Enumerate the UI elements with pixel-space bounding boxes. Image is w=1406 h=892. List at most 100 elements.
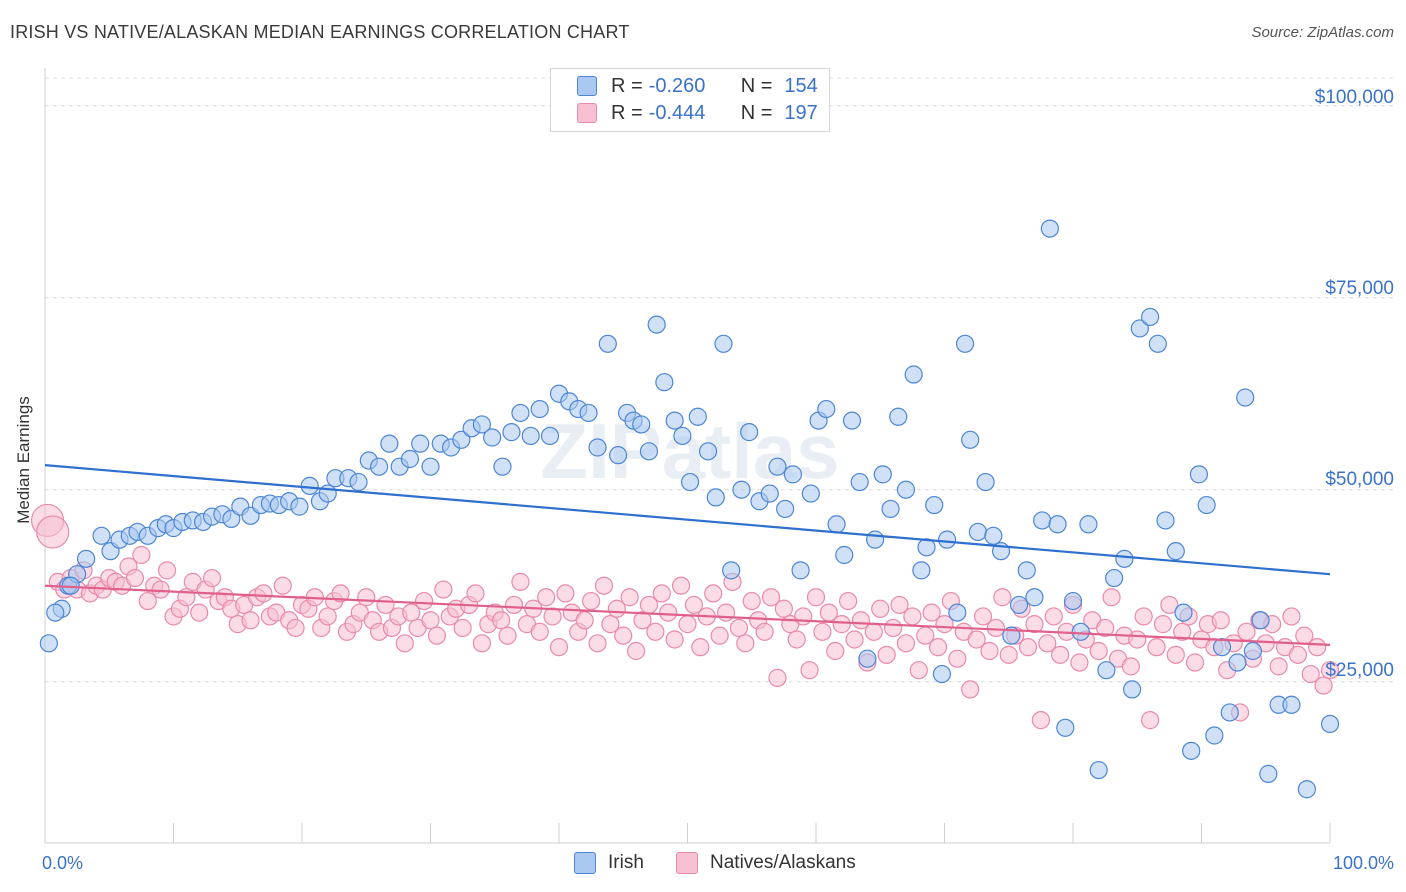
irish-point	[647, 315, 666, 334]
native-alaskan-point	[787, 630, 806, 649]
source-credit: Source: ZipAtlas.com	[1251, 24, 1394, 41]
irish-point	[925, 495, 944, 515]
irish-point	[1033, 511, 1052, 530]
native-alaskan-point	[575, 611, 594, 630]
native-swatch	[577, 103, 597, 123]
irish-point	[680, 472, 700, 492]
native-alaskan-point	[466, 584, 485, 603]
irish-point	[1097, 661, 1116, 680]
irish-point	[1156, 511, 1175, 530]
irish-point	[968, 522, 988, 542]
irish-point	[1123, 680, 1142, 699]
native-alaskan-point	[614, 626, 633, 645]
y-tick-label: $50,000	[1325, 469, 1394, 490]
chart-title: IRISH VS NATIVE/ALASKAN MEDIAN EARNINGS …	[10, 22, 630, 42]
native-alaskan-point	[729, 618, 749, 638]
native-alaskan-point	[761, 588, 781, 607]
irish-point	[1166, 542, 1185, 561]
r-value: -0.260	[648, 74, 706, 97]
native-alaskan-point	[1314, 676, 1333, 695]
correlation-legend: R = -0.260 N = 154 R = -0.444 N = 197	[550, 68, 830, 132]
native-alaskan-point	[755, 622, 774, 641]
axes	[44, 68, 1331, 844]
irish-point	[776, 499, 795, 519]
native-alaskan-point	[742, 591, 761, 611]
native-alaskan-point	[138, 591, 157, 611]
native-alaskan-point	[973, 607, 993, 626]
native-alaskan-point	[1185, 653, 1205, 672]
native-alaskan-point	[948, 649, 967, 668]
native-alaskan-point	[1031, 711, 1050, 730]
native-alaskan-trend-line	[44, 584, 1331, 646]
native-alaskan-point	[864, 622, 883, 641]
native-alaskan-point	[434, 580, 453, 599]
native-alaskan-point	[202, 568, 222, 588]
irish-point	[889, 407, 908, 426]
irish-point	[827, 515, 846, 534]
irish-point	[1079, 515, 1098, 534]
irish-point	[421, 457, 440, 476]
n-value: 154	[784, 74, 818, 97]
native-alaskan-point	[1301, 664, 1320, 684]
native-alaskan-point	[871, 599, 890, 618]
native-alaskan-point	[414, 591, 434, 611]
n-label: N =	[740, 74, 773, 97]
irish-point	[530, 399, 549, 419]
irish-point	[817, 399, 836, 419]
native-alaskan-point	[1121, 657, 1140, 676]
irish-point	[1297, 780, 1316, 799]
irish-point	[801, 484, 820, 503]
irish-point	[1228, 653, 1247, 672]
irish-point	[873, 465, 892, 484]
native-alaskan-point	[1089, 641, 1108, 661]
native-alaskan-point	[318, 607, 337, 626]
n-label: N =	[740, 101, 773, 124]
native-alaskan-point	[1211, 611, 1230, 630]
native-alaskan-point	[504, 595, 524, 615]
native-alaskan-point	[1134, 607, 1153, 626]
irish-point	[1259, 764, 1278, 783]
irish-point	[493, 457, 512, 476]
legend-label: Natives/Alaskans	[710, 852, 856, 873]
native-alaskan-point	[1269, 657, 1288, 676]
native-alaskan-point	[1153, 615, 1173, 634]
irish-point	[917, 538, 936, 557]
native-alaskan-point	[768, 668, 787, 687]
native-alaskan-point	[1102, 588, 1121, 607]
irish-point	[511, 403, 530, 423]
irish-point	[1025, 588, 1044, 607]
native-alaskan-point	[1173, 622, 1192, 641]
native-alaskan-point	[594, 576, 614, 595]
native-alaskan-point	[537, 588, 556, 607]
native-alaskan-point	[273, 576, 292, 595]
native-alaskan-point	[684, 595, 704, 615]
irish-point	[1282, 695, 1301, 714]
native-alaskan-point	[1288, 645, 1307, 664]
native-alaskan-point	[716, 603, 736, 622]
native-alaskan-point	[903, 607, 922, 626]
native-alaskan-point	[498, 626, 517, 645]
irish-point	[598, 334, 617, 353]
irish-point	[92, 526, 111, 545]
native-alaskan-point	[492, 611, 511, 630]
irish-point	[639, 442, 659, 461]
irish-point	[866, 530, 885, 549]
native-alaskan-point	[1166, 645, 1185, 664]
irish-point	[1130, 319, 1149, 338]
native-alaskan-point	[421, 611, 440, 630]
r-label: R =	[611, 74, 643, 97]
irish-swatch	[577, 76, 597, 96]
legend-row-irish: R = -0.260 N = 154	[577, 73, 818, 99]
irish-point	[400, 449, 420, 469]
native-alaskan-point	[832, 615, 851, 634]
native-alaskan-point	[1320, 661, 1340, 680]
irish-point	[955, 334, 975, 353]
native-alaskan-point	[427, 626, 447, 645]
irish-point	[1140, 307, 1160, 327]
native-alaskan-point	[157, 561, 177, 580]
irish-swatch	[574, 852, 596, 874]
irish-point	[760, 484, 779, 503]
native-alaskan-point	[909, 661, 928, 680]
native-alaskan-point	[1140, 711, 1160, 730]
